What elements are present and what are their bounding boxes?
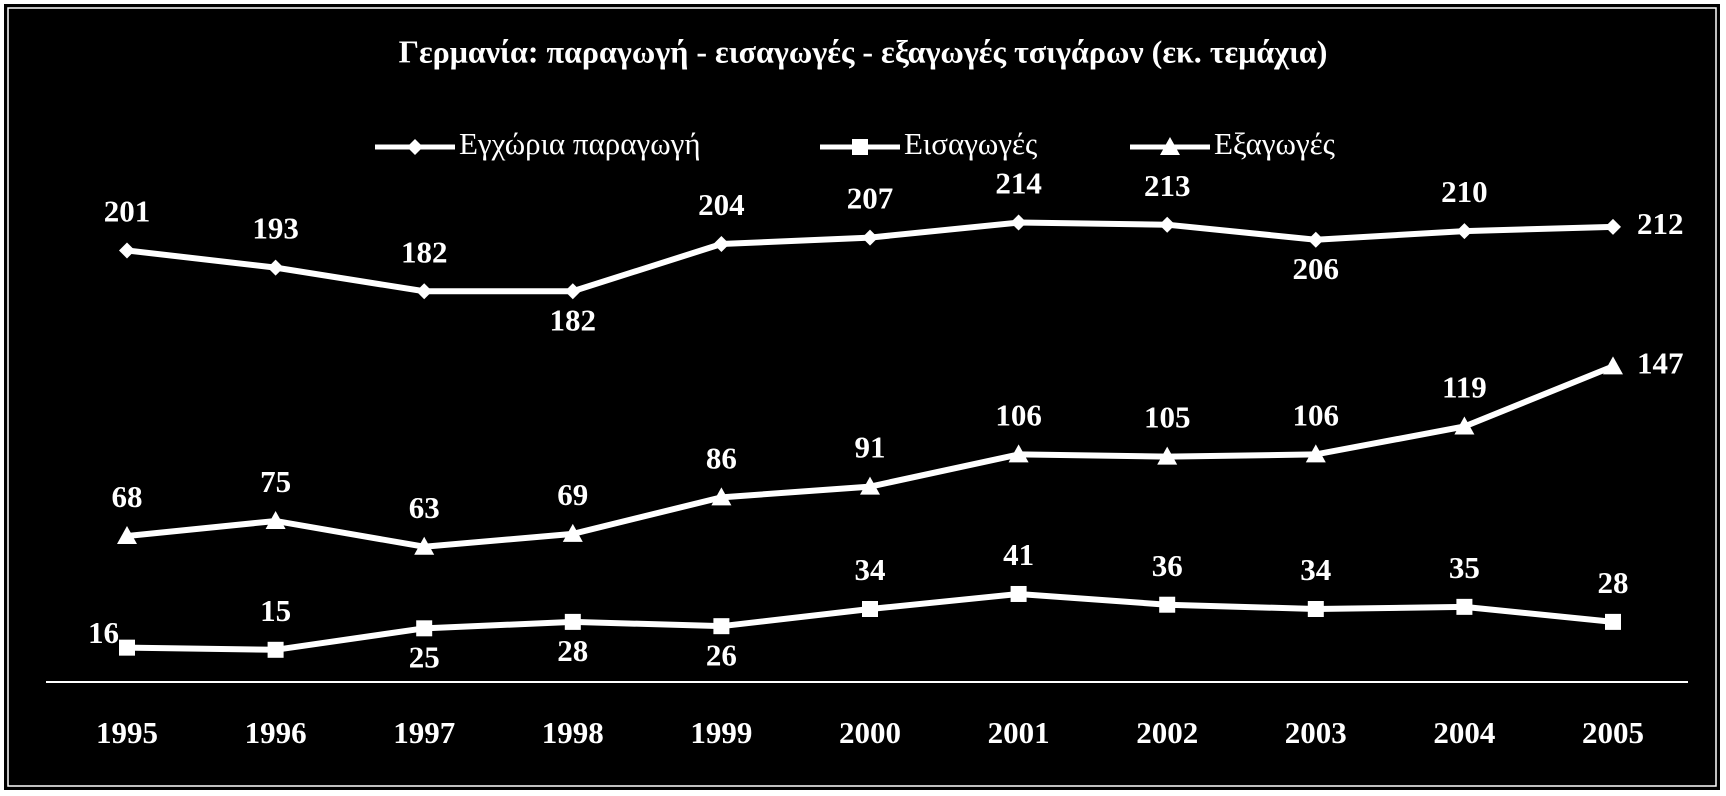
legend-label: Εισαγωγές (904, 126, 1037, 161)
data-label: 26 (706, 637, 737, 672)
data-label: 210 (1441, 174, 1488, 209)
data-point (1454, 416, 1475, 435)
data-point (862, 601, 878, 618)
data-label: 193 (252, 211, 299, 246)
x-tick-label: 1998 (542, 715, 604, 750)
data-point (1605, 218, 1621, 235)
data-point (1456, 598, 1473, 615)
data-label: 68 (112, 479, 143, 514)
data-label: 201 (104, 194, 151, 229)
data-label: 69 (557, 477, 588, 512)
data-label: 15 (260, 593, 291, 628)
data-label: 207 (847, 181, 894, 216)
data-point (862, 229, 878, 246)
data-label: 106 (995, 398, 1042, 433)
x-tick-label: 1997 (393, 715, 455, 750)
data-label: 86 (706, 440, 737, 475)
data-label: 214 (995, 166, 1042, 201)
x-tick-label: 1996 (245, 715, 307, 750)
data-label: 28 (557, 633, 588, 668)
data-label: 206 (1293, 251, 1340, 286)
data-point (1456, 223, 1473, 240)
legend-label: Εγχώρια παραγωγή (459, 126, 701, 161)
data-point (564, 283, 581, 300)
data-label: 204 (698, 187, 745, 222)
data-point (416, 620, 433, 637)
data-point (414, 536, 435, 555)
plot-frame (7, 7, 1717, 787)
data-label: 182 (550, 302, 597, 337)
data-label: 75 (260, 464, 291, 499)
data-point (562, 523, 583, 542)
data-point (1008, 444, 1029, 463)
data-point (713, 236, 730, 253)
data-point (1307, 601, 1324, 618)
data-label: 147 (1637, 346, 1684, 381)
data-label: 106 (1293, 398, 1340, 433)
x-tick-label: 2003 (1285, 715, 1347, 750)
data-label: 91 (855, 430, 886, 465)
data-point (564, 613, 581, 630)
x-tick-label: 1995 (96, 715, 158, 750)
x-tick-label: 2001 (988, 715, 1050, 750)
data-label: 35 (1449, 550, 1480, 585)
data-point (711, 487, 732, 506)
data-point (265, 510, 286, 529)
data-label: 41 (1003, 537, 1034, 572)
data-point (117, 526, 137, 545)
data-label: 34 (1300, 552, 1331, 587)
data-point (713, 618, 730, 635)
data-label: 105 (1144, 400, 1191, 435)
legend-marker (407, 139, 423, 155)
data-label: 63 (409, 490, 440, 525)
data-point (1305, 444, 1326, 463)
data-point (119, 242, 135, 259)
data-point (416, 283, 433, 300)
x-tick-label: 2000 (839, 715, 901, 750)
data-label: 36 (1152, 548, 1183, 583)
data-label: 212 (1637, 206, 1684, 241)
data-label: 28 (1598, 565, 1629, 600)
x-tick-label: 1999 (690, 715, 752, 750)
data-label: 119 (1442, 370, 1487, 405)
data-label: 16 (88, 615, 119, 650)
data-label: 213 (1144, 168, 1191, 203)
data-point (1307, 231, 1324, 248)
data-point (1157, 446, 1178, 465)
legend-label: Εξαγωγές (1214, 126, 1335, 161)
data-point (119, 639, 135, 656)
x-tick-label: 2004 (1433, 715, 1495, 750)
data-point (1605, 613, 1621, 630)
data-point (1010, 585, 1027, 602)
data-point (1010, 214, 1027, 231)
legend-marker (852, 139, 868, 155)
data-label: 182 (401, 234, 448, 269)
legend-marker (1160, 137, 1180, 155)
data-point (267, 259, 284, 276)
data-point (1159, 596, 1176, 613)
x-tick-label: 2005 (1582, 715, 1644, 750)
chart-title: Γερμανία: παραγωγή - εισαγωγές - εξαγωγέ… (399, 33, 1328, 69)
data-point (1603, 356, 1623, 375)
data-label: 34 (855, 552, 886, 587)
data-point (267, 641, 284, 658)
data-point (1159, 216, 1176, 233)
data-label: 25 (409, 639, 440, 674)
x-tick-label: 2002 (1136, 715, 1198, 750)
data-point (860, 476, 880, 495)
